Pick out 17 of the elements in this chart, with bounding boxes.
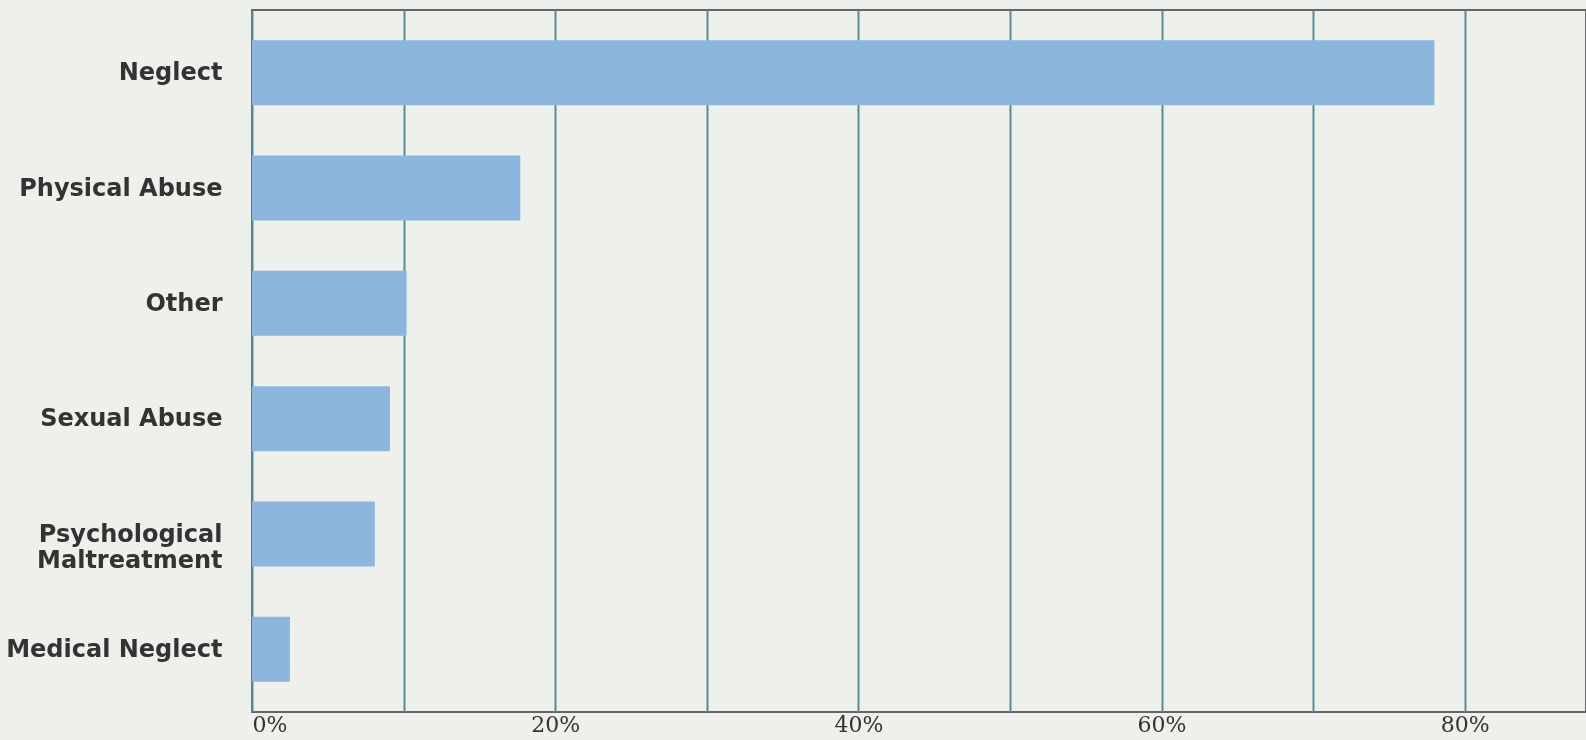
bar (252, 501, 375, 567)
x-tick-label: 20% (531, 711, 581, 737)
bar (252, 616, 290, 682)
x-tick-label: 0% (252, 711, 288, 737)
bar (252, 270, 407, 336)
y-tick-label: Physical Abuse (19, 173, 223, 202)
bar (252, 155, 521, 221)
bar (252, 386, 390, 452)
x-tick-label: 60% (1137, 711, 1187, 737)
x-tick-label: 80% (1440, 711, 1490, 737)
y-tick-label: Other (145, 288, 223, 317)
y-tick-label: Psychological Maltreatment (37, 519, 223, 574)
x-tick-label: 40% (834, 711, 884, 737)
y-tick-label: Neglect (118, 58, 223, 87)
y-tick-label: Sexual Abuse (40, 404, 223, 433)
y-tick-label: Medical Neglect (6, 634, 223, 663)
bar (252, 40, 1435, 106)
